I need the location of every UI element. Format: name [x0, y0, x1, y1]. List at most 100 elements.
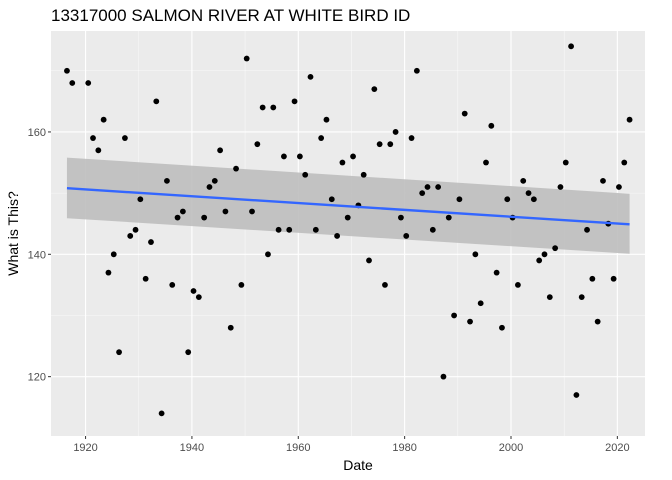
data-point: [190, 288, 197, 294]
data-point: [339, 159, 346, 166]
data-point: [541, 251, 548, 258]
data-point: [440, 373, 447, 380]
data-point: [376, 141, 383, 148]
data-point: [626, 116, 633, 123]
data-point: [461, 110, 468, 117]
data-point: [217, 147, 224, 154]
data-point: [85, 80, 92, 86]
data-point: [467, 318, 473, 325]
data-point: [259, 104, 266, 111]
x-tick-label: 1980: [392, 442, 416, 454]
data-point: [435, 184, 442, 190]
chart-title: 13317000 SALMON RIVER AT WHITE BIRD ID: [51, 6, 410, 25]
data-point: [530, 196, 537, 203]
data-point: [95, 147, 102, 154]
data-point: [318, 135, 325, 141]
data-point: [158, 410, 165, 417]
data-point: [122, 135, 128, 141]
data-point: [64, 67, 70, 74]
data-point: [243, 55, 250, 62]
data-point: [600, 177, 606, 184]
data-point: [520, 177, 527, 184]
data-point: [562, 159, 569, 166]
data-point: [360, 171, 367, 178]
data-point: [557, 184, 564, 190]
data-point: [179, 208, 186, 215]
data-point: [483, 159, 489, 166]
data-point: [174, 214, 181, 221]
data-point: [334, 233, 340, 239]
y-tick-label: 140: [28, 249, 46, 261]
trend-layer: [66, 187, 630, 226]
data-point: [504, 196, 511, 203]
data-point: [254, 141, 261, 148]
data-point: [413, 67, 420, 74]
data-point: [499, 324, 505, 331]
data-point: [445, 214, 452, 221]
data-point: [153, 98, 160, 105]
data-point: [90, 135, 96, 141]
data-point: [573, 392, 580, 398]
data-point: [249, 208, 255, 215]
data-point: [323, 116, 330, 123]
data-point: [350, 153, 356, 160]
data-point: [206, 184, 213, 190]
data-point: [265, 251, 271, 258]
data-point: [275, 226, 282, 233]
data-point: [472, 251, 479, 258]
data-point: [419, 190, 426, 197]
data-point: [291, 98, 298, 105]
data-point: [546, 294, 553, 301]
data-point: [116, 349, 122, 356]
data-point: [201, 214, 208, 221]
x-axis: 1920 1940 1960 1980 2000 2020: [73, 436, 630, 454]
x-tick-label: 1940: [180, 442, 204, 454]
trend-line: [66, 187, 630, 226]
data-point: [142, 275, 149, 282]
x-axis-title: Date: [343, 457, 373, 473]
data-point: [281, 153, 287, 160]
data-point: [132, 226, 139, 233]
x-tick-label: 2020: [605, 442, 629, 454]
data-point: [451, 312, 457, 319]
data-point: [477, 300, 484, 307]
data-point: [227, 324, 234, 331]
data-point: [621, 159, 628, 166]
data-point: [429, 226, 436, 233]
data-point: [105, 269, 112, 276]
data-point: [169, 281, 176, 288]
x-tick-label: 1920: [73, 442, 97, 454]
data-point: [195, 294, 202, 301]
data-points: [64, 43, 633, 417]
data-point: [148, 239, 154, 245]
data-point: [403, 233, 410, 239]
data-point: [270, 104, 277, 111]
data-point: [164, 177, 170, 184]
data-point: [578, 294, 585, 301]
data-point: [456, 196, 463, 203]
data-point: [312, 226, 319, 233]
data-point: [424, 184, 431, 190]
y-axis: 120 140 160: [28, 127, 51, 384]
data-point: [100, 116, 107, 123]
data-point: [382, 281, 388, 288]
data-point: [286, 226, 293, 233]
data-point: [398, 214, 404, 221]
data-point: [127, 233, 134, 239]
x-tick-label: 2000: [499, 442, 523, 454]
data-point: [594, 318, 601, 325]
data-point: [515, 281, 521, 288]
data-point: [525, 190, 532, 197]
y-tick-label: 120: [28, 372, 46, 384]
data-point: [589, 275, 596, 282]
y-tick-label: 160: [28, 127, 46, 139]
data-point: [536, 257, 543, 264]
data-point: [493, 269, 500, 276]
data-point: [233, 165, 239, 172]
data-point: [69, 80, 76, 86]
data-point: [296, 153, 303, 160]
y-axis-title: What is This?: [5, 191, 21, 276]
data-point: [211, 177, 218, 184]
data-point: [371, 86, 378, 93]
